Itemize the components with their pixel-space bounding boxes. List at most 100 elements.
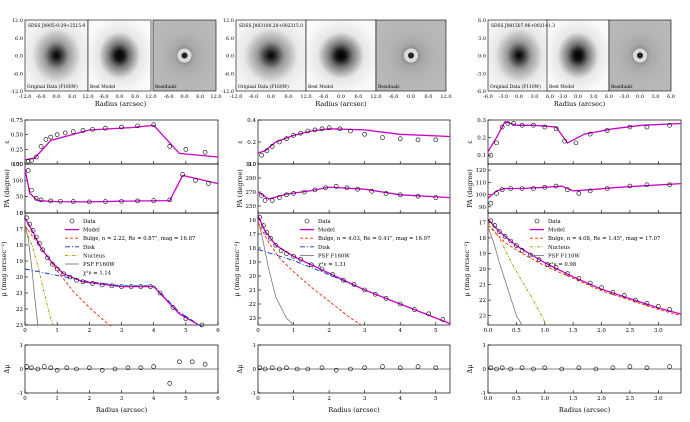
image-x-tick: -6.0 [249,94,259,100]
data-point [301,189,307,195]
image-y-tick: 12.0 [223,18,234,24]
panel-dmu: -1 0 1 Δμ [3,343,219,397]
data-point [383,191,389,196]
legend-marker [534,218,540,224]
y-tick-label: 19 [249,260,256,266]
data-point [30,228,36,233]
data-point [326,125,332,130]
image-y-tick: -12.0 [221,89,234,95]
data-point [48,134,54,140]
data-point [519,122,525,128]
x-tick-label: 0 [23,396,27,402]
data-point [277,139,282,145]
data-point [64,365,70,371]
panel-dmu: -1 0 1 Δμ [236,343,451,397]
data-point [415,364,421,369]
image-panel-label: Best Model [549,85,575,90]
data-point [553,183,559,189]
data-point [576,191,582,196]
legend-label: Model [83,228,100,234]
data-point [277,366,282,372]
data-point [80,128,86,133]
nucleus-line [487,222,546,323]
data-point [291,191,296,196]
data-point [183,147,189,152]
y-axis-label: PA (degree) [236,169,244,208]
x-tick-label: 5 [184,396,188,402]
data-point [488,200,494,206]
data-point [305,128,311,134]
image-panel-2 [87,19,152,92]
data-point [25,158,31,164]
data-point [351,282,357,287]
y-tick-label: 0.2 [477,136,486,142]
data-point [397,365,403,371]
image-x-tick: 6.0 [131,94,139,100]
data-point [87,199,92,205]
data-point [494,140,499,146]
data-point [542,124,548,130]
data-point [291,133,296,138]
model-line [257,215,451,325]
data-point [397,192,403,198]
data-point [362,132,367,137]
data-point [433,137,439,143]
image-x-tick: 3.0 [531,94,539,100]
data-point [33,196,39,201]
data-point [492,223,498,228]
x-tick-label: 0 [23,328,27,334]
data-point [80,279,86,285]
image-x-tick: 12.0 [440,94,451,100]
data-point [655,304,661,309]
image-x-tick: 0.0 [53,94,61,100]
image-x-tick: 12.0 [145,94,156,100]
data-point [319,126,325,132]
data-point [644,365,650,371]
legend-label: Bulge, n = 4.03, Re = 0.41", mag = 16.97 [318,236,430,242]
data-point [167,197,173,203]
image-x-tick: 0.0 [515,94,523,100]
y-tick-label: 21 [16,291,23,297]
y-tick-label: 16 [16,211,23,217]
image-panel-2 [305,19,377,92]
data-point [593,366,599,372]
data-point [43,137,49,142]
image-y-tick: 6.0 [226,36,234,42]
x-tick-label: 0 [256,396,260,402]
data-point [369,189,375,194]
model-line [24,217,200,326]
x-tick-label: 2 [327,396,331,402]
data-point [488,152,494,158]
data-point [74,366,79,372]
x-tick-label: 1.0 [540,396,549,402]
panel-frame [487,119,682,165]
data-point [644,300,650,306]
residual-core [637,52,643,59]
x-tick-label: 5 [434,396,438,402]
image-y-tick: 3.0 [478,36,486,42]
image-x-tick: -6.0 [483,94,493,100]
data-point [298,130,303,136]
x-tick-label: 1.5 [569,328,578,334]
x-tick-label: 2.5 [626,328,635,334]
data-point [499,124,505,130]
y-tick-label: 270 [246,190,257,196]
y-tick-label: 22 [479,298,486,304]
image-x-tick: 6.0 [285,94,293,100]
y-tick-label: 1 [253,343,257,349]
y-tick-label: 19 [16,259,23,265]
data-point [27,221,33,227]
psf-line [24,225,39,327]
legend-label: Model [548,228,565,234]
data-point [67,274,73,280]
residual-core [408,52,414,59]
y-tick-label: 16 [249,218,256,224]
panel-mu: 16 17 18 19 20 21 22 23 μ (mag arcsec⁻²) [0,211,219,329]
legend-label: Data [318,219,332,225]
panel-ell: 0.0 0.2 0.4 ε [236,118,451,168]
y-axis-label: μ (mag arcsec⁻²) [233,241,241,297]
legend-label: Bulge, n = 2.22, Re = 0.87", mag = 16.87 [83,236,195,242]
x-tick-label: 3.0 [654,328,663,334]
